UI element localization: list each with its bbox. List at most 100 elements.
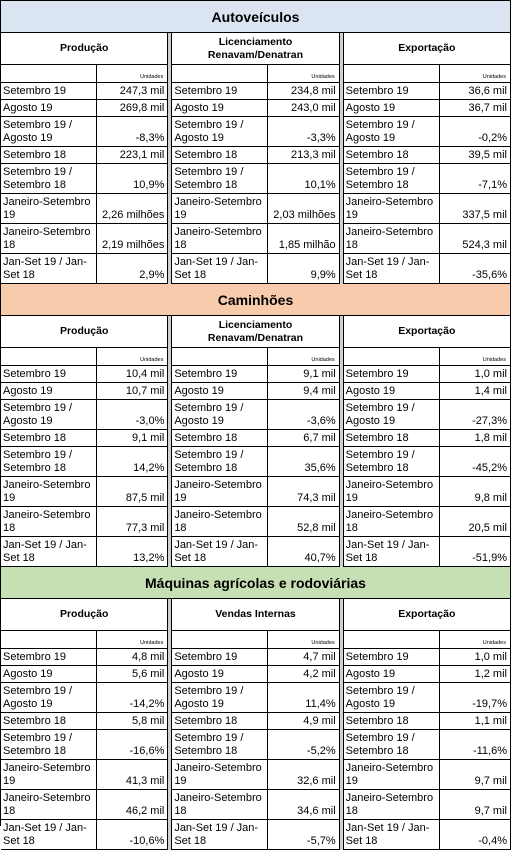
- row-value: 1,8 mil: [474, 432, 507, 444]
- table-row: Setembro 19 10,4 mil: [1, 366, 168, 383]
- row-label: Agosto 19: [1, 666, 97, 682]
- row-label: Setembro 19 / Agosto 19: [1, 117, 97, 146]
- row-label: Setembro 18: [172, 430, 269, 446]
- table-row: Janeiro-Setembro 19 337,5 mil: [343, 194, 510, 224]
- table-row: Setembro 18 4,9 mil: [172, 713, 339, 730]
- table-row: Setembro 19 / Agosto 19 -3,3%: [172, 117, 339, 147]
- table-row: Janeiro-Setembro 19 32,6 mil: [172, 760, 339, 790]
- unit-label: Unidades: [311, 357, 335, 363]
- row-label: Janeiro-Setembro 18: [172, 224, 269, 253]
- row-value: 5,6 mil: [131, 668, 165, 680]
- table-row: Setembro 19 / Setembro 18 -11,6%: [343, 730, 510, 760]
- row-label: Setembro 19 / Agosto 19: [1, 400, 97, 429]
- unit-row-blank: [172, 348, 269, 365]
- table-row: Agosto 19 269,8 mil: [1, 100, 168, 117]
- table-row: Agosto 19 4,2 mil: [172, 666, 339, 683]
- unit-row-blank: [1, 348, 97, 365]
- section-grid: Produção Unidades Setembro 19 10,4 mil Agost…: [1, 316, 511, 567]
- table-row: Janeiro-Setembro 19 87,5 mil: [1, 477, 168, 507]
- table-row: Setembro 19 / Agosto 19 -27,3%: [343, 400, 510, 430]
- section-maquinas: Máquinas agrícolas e rodoviárias Produção…: [1, 567, 511, 850]
- row-label: Janeiro-Setembro 18: [344, 790, 440, 819]
- row-label: Agosto 19: [172, 666, 269, 682]
- unit-row: Unidades: [1, 65, 168, 83]
- row-label: Setembro 19: [172, 83, 269, 99]
- section-autoveiculos: Autoveículos Produção Unidades Setembro 19 2…: [1, 1, 511, 284]
- unit-row-blank: [172, 65, 269, 82]
- table-row: Janeiro-Setembro 19 41,3 mil: [1, 760, 168, 790]
- unit-label: Unidades: [482, 357, 506, 363]
- row-value: 87,5 mil: [125, 492, 165, 504]
- row-value: 9,4 mil: [303, 385, 336, 397]
- unit-row: Unidades: [172, 348, 339, 366]
- column-separator: [168, 599, 173, 850]
- table-row: Jan-Set 19 / Jan-Set 18 -0,4%: [343, 820, 510, 850]
- unit-row-blank: [344, 65, 440, 82]
- unit-row: Unidades: [343, 631, 510, 649]
- table-row: Jan-Set 19 / Jan-Set 18 -5,7%: [172, 820, 339, 850]
- row-label: Setembro 18: [172, 147, 269, 163]
- table-row: Janeiro-Setembro 19 9,7 mil: [343, 760, 510, 790]
- unit-row-blank: [344, 348, 440, 365]
- row-value: 1,0 mil: [474, 651, 507, 663]
- row-label: Setembro 19 / Agosto 19: [172, 117, 269, 146]
- row-label: Janeiro-Setembro 18: [1, 790, 97, 819]
- column-title: Produção: [1, 33, 168, 65]
- table-row: Setembro 19 / Setembro 18 10,1%: [172, 164, 339, 194]
- table-row: Jan-Set 19 / Jan-Set 18 9,9%: [172, 254, 339, 284]
- row-label: Jan-Set 19 / Jan-Set 18: [1, 820, 97, 849]
- table-row: Jan-Set 19 / Jan-Set 18 13,2%: [1, 537, 168, 567]
- row-label: Setembro 19 / Setembro 18: [172, 164, 269, 193]
- row-value: 9,7 mil: [474, 805, 507, 817]
- unit-row-blank: [172, 631, 269, 648]
- table-row: Setembro 19 234,8 mil: [172, 83, 339, 100]
- row-value: 213,3 mil: [291, 149, 336, 161]
- row-label: Jan-Set 19 / Jan-Set 18: [344, 820, 440, 849]
- row-value: 41,3 mil: [125, 775, 165, 787]
- row-value: 32,6 mil: [297, 775, 336, 787]
- section-grid: Produção Unidades Setembro 19 247,3 mil Agos…: [1, 33, 511, 284]
- data-column: Produção Unidades Setembro 19 10,4 mil Agost…: [1, 316, 169, 567]
- row-label: Setembro 19 / Setembro 18: [344, 164, 440, 193]
- row-value: 11,4%: [305, 698, 336, 710]
- row-label: Setembro 19 / Setembro 18: [344, 730, 440, 759]
- column-title: Produção: [1, 316, 168, 348]
- unit-row: Unidades: [1, 348, 168, 366]
- row-value: 10,9%: [133, 179, 165, 191]
- table-row: Janeiro-Setembro 19 2,03 milhões: [172, 194, 339, 224]
- row-value: -16,6%: [129, 745, 165, 757]
- row-value: -8,3%: [135, 132, 165, 144]
- row-value: 2,03 milhões: [273, 209, 336, 221]
- table-row: Janeiro-Setembro 18 2,19 milhões: [1, 224, 168, 254]
- row-label: Janeiro-Setembro 19: [1, 760, 97, 789]
- section-caminhoes: Caminhões Produção Unidades Setembro 19 10,4…: [1, 284, 511, 567]
- row-value: 9,9%: [310, 269, 336, 281]
- unit-label: Unidades: [140, 74, 164, 80]
- row-value: 10,1%: [304, 179, 336, 191]
- row-value: 40,7%: [304, 552, 336, 564]
- row-label: Janeiro-Setembro 18: [1, 224, 97, 253]
- row-value: 2,19 milhões: [101, 239, 165, 251]
- table-row: Janeiro-Setembro 18 9,7 mil: [343, 790, 510, 820]
- table-row: Setembro 19 36,6 mil: [343, 83, 510, 100]
- table-row: Setembro 18 6,7 mil: [172, 430, 339, 447]
- row-label: Janeiro-Setembro 18: [1, 507, 97, 536]
- row-value: 4,7 mil: [303, 651, 336, 663]
- row-value: -45,2%: [472, 462, 507, 474]
- row-value: 36,7 mil: [468, 102, 507, 114]
- row-value: 36,6 mil: [468, 85, 507, 97]
- table-row: Setembro 19 1,0 mil: [343, 366, 510, 383]
- column-title: Vendas Internas: [172, 599, 339, 631]
- row-label: Setembro 18: [344, 430, 440, 446]
- table-row: Jan-Set 19 / Jan-Set 18 40,7%: [172, 537, 339, 567]
- row-value: -14,2%: [129, 698, 165, 710]
- row-value: 269,8 mil: [119, 102, 165, 114]
- row-label: Setembro 18: [1, 147, 97, 163]
- row-label: Janeiro-Setembro 19: [172, 477, 269, 506]
- row-label: Janeiro-Setembro 18: [344, 224, 440, 253]
- row-value: 247,3 mil: [119, 85, 165, 97]
- data-column: Produção Unidades Setembro 19 247,3 mil Agos…: [1, 33, 169, 284]
- row-label: Setembro 19: [172, 366, 269, 382]
- row-value: -27,3%: [472, 415, 507, 427]
